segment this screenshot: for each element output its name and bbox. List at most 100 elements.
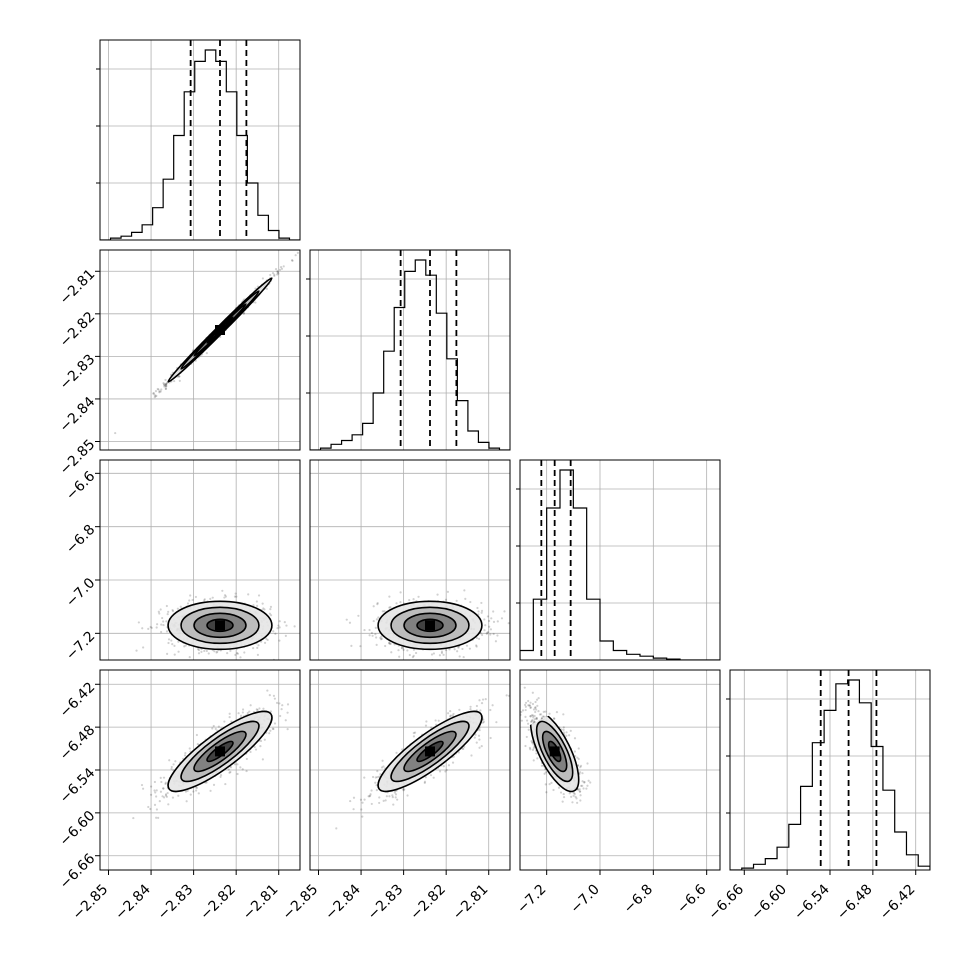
panel-border: [309, 249, 511, 451]
scatter-point: [228, 716, 231, 719]
x-tick-label: −2.85: [70, 882, 112, 924]
scatter-point: [219, 775, 222, 779]
scatter-point: [529, 715, 532, 718]
scatter-point: [482, 720, 486, 723]
scatter-point: [183, 754, 187, 757]
scatter-point: [205, 649, 208, 653]
scatter-point: [276, 271, 279, 274]
scatter-point: [505, 694, 508, 697]
scatter-point: [540, 716, 544, 719]
panel-2-1: [309, 459, 511, 661]
scatter-point: [478, 746, 481, 749]
scatter-point: [532, 708, 536, 711]
scatter-point: [380, 635, 383, 638]
scatter-point: [271, 727, 274, 730]
scatter-point: [229, 649, 232, 652]
scatter-point: [383, 610, 386, 613]
scatter-point: [367, 795, 370, 798]
scatter-point: [135, 649, 138, 652]
scatter-point: [162, 787, 165, 790]
scatter-point: [455, 599, 458, 602]
scatter-point: [239, 656, 242, 659]
scatter-point: [453, 648, 456, 651]
scatter-point: [167, 610, 170, 613]
scatter-point: [185, 800, 188, 803]
scatter-point: [167, 641, 170, 645]
scatter-point: [535, 716, 538, 720]
scatter-point: [184, 790, 188, 793]
scatter-point: [280, 267, 284, 270]
y-tick-label: −6.60: [57, 808, 99, 850]
scatter-point: [265, 637, 268, 640]
scatter-point: [370, 802, 373, 806]
scatter-point: [423, 780, 427, 783]
scatter-point: [487, 631, 490, 634]
scatter-point: [474, 733, 477, 736]
x-tick-label: −2.83: [365, 882, 407, 924]
scatter-point: [438, 770, 442, 773]
scatter-point: [492, 620, 496, 623]
scatter-point: [531, 741, 534, 744]
scatter-point: [171, 608, 174, 612]
scatter-point: [215, 651, 218, 654]
x-tick-label: −2.84: [112, 881, 154, 923]
scatter-point: [432, 652, 436, 655]
scatter-point: [475, 644, 478, 647]
scatter-point: [178, 375, 181, 378]
scatter-point: [197, 652, 201, 655]
scatter-point: [379, 638, 383, 641]
scatter-point: [249, 750, 252, 754]
scatter-point: [470, 754, 473, 757]
scatter-point: [195, 786, 199, 789]
scatter-point: [173, 653, 176, 656]
scatter-point: [197, 792, 200, 795]
scatter-point: [188, 599, 191, 602]
scatter-point: [468, 647, 472, 650]
scatter-point: [377, 616, 380, 619]
scatter-point: [374, 626, 377, 630]
scatter-point: [457, 646, 460, 649]
scatter-point: [233, 595, 237, 598]
scatter-point: [384, 799, 387, 802]
scatter-point: [496, 620, 499, 623]
scatter-point: [164, 782, 167, 786]
scatter-point: [363, 776, 366, 779]
scatter-point: [491, 704, 494, 707]
scatter-point: [186, 602, 190, 605]
scatter-point: [376, 770, 379, 773]
scatter-point: [380, 637, 383, 640]
scatter-point: [164, 793, 168, 796]
scatter-point: [296, 251, 299, 255]
scatter-point: [203, 649, 206, 653]
scatter-point: [246, 711, 249, 715]
scatter-point: [211, 727, 214, 730]
scatter-point: [492, 632, 495, 636]
scatter-point: [156, 623, 159, 626]
scatter-point: [286, 703, 290, 706]
scatter-point: [252, 604, 255, 607]
scatter-point: [209, 789, 212, 792]
scatter-point: [490, 617, 493, 620]
scatter-point: [532, 716, 535, 719]
panel-1-0: −2.85−2.84−2.83−2.82−2.81: [57, 249, 301, 478]
scatter-point: [286, 727, 289, 731]
x-tick-label: −2.83: [155, 882, 197, 924]
scatter-point: [153, 803, 157, 806]
scatter-point: [489, 628, 493, 631]
scatter-point: [581, 784, 584, 788]
y-tick-label: −6.48: [57, 722, 99, 764]
scatter-point: [352, 796, 356, 799]
scatter-point: [165, 630, 169, 633]
scatter-point: [184, 751, 187, 755]
scatter-point: [477, 734, 481, 737]
scatter-point: [481, 698, 485, 701]
scatter-point: [200, 650, 203, 654]
scatter-point: [423, 781, 426, 784]
scatter-point: [223, 596, 226, 599]
scatter-point: [278, 639, 281, 642]
scatter-point: [480, 611, 483, 614]
scatter-point: [271, 272, 275, 275]
scatter-point: [368, 795, 371, 798]
scatter-point: [370, 789, 373, 792]
scatter-point: [228, 712, 231, 715]
